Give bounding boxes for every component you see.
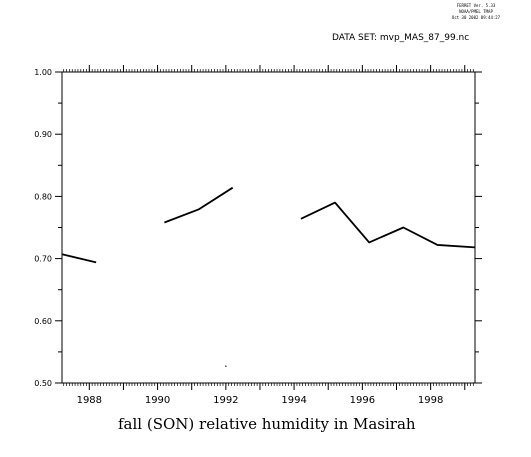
axis-ticks [55, 65, 482, 390]
x-tick-labels: 1988 1990 1992 1994 1996 1998 [77, 395, 444, 406]
organization-label: NOAA/PMEL TMAP [459, 9, 493, 14]
dataset-label: DATA SET: mvp_MAS_87_99.nc [332, 33, 470, 43]
x-tick-label: 1990 [145, 395, 170, 406]
y-tick-label: 0.50 [34, 379, 52, 388]
isolated-points [225, 365, 227, 367]
y-tick-label: 1.00 [34, 68, 52, 77]
data-series [61, 186, 476, 264]
x-tick-label: 1988 [77, 395, 102, 406]
series-line-segment [164, 186, 234, 224]
y-tick-label: 0.90 [34, 130, 52, 139]
x-tick-label: 1994 [281, 395, 306, 406]
y-tick-labels: 0.50 0.60 0.70 0.80 0.90 1.00 [34, 68, 52, 388]
y-tick-label: 0.80 [34, 192, 52, 201]
isolated-data-point [225, 365, 227, 367]
chart-title: fall (SON) relative humidity in Masirah [118, 415, 416, 433]
x-tick-label: 1996 [350, 395, 375, 406]
series-line-segment [61, 253, 97, 264]
x-tick-label: 1998 [418, 395, 443, 406]
series-line-segment [300, 201, 476, 249]
y-tick-label: 0.70 [34, 255, 52, 264]
timestamp-label: Oct 30 2002 09:44:27 [451, 15, 501, 20]
ferret-version-label: FERRET Ver. 5.33 [456, 3, 496, 8]
plot-frame [61, 71, 476, 384]
y-tick-label: 0.60 [34, 317, 52, 326]
x-tick-label: 1992 [213, 395, 238, 406]
